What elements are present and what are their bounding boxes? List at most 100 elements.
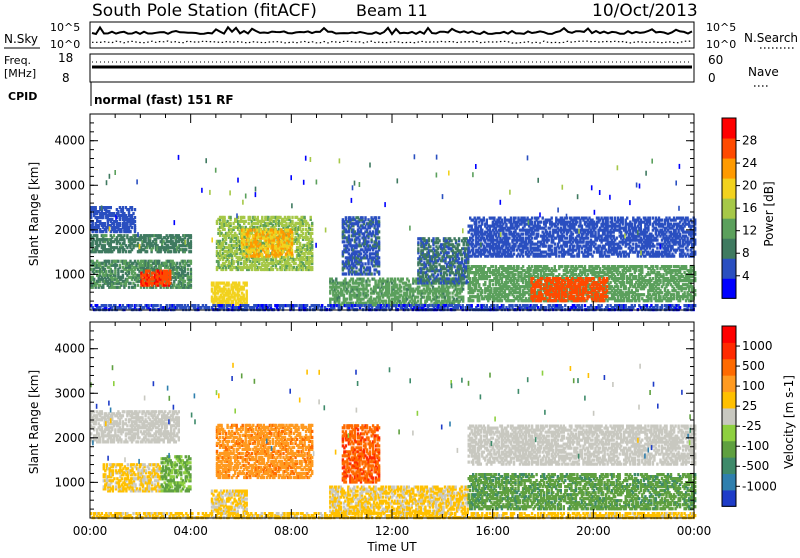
heatmap-cell: [96, 218, 99, 222]
heatmap-cell: [420, 259, 423, 263]
heatmap-cell: [506, 285, 510, 289]
heatmap-cell: [182, 285, 185, 289]
heatmap-cell: [385, 291, 388, 295]
heatmap-cell: [329, 297, 332, 301]
heatmap-cell: [188, 285, 191, 289]
heatmap-cell: [90, 277, 93, 281]
heatmap-cell: [260, 254, 263, 258]
heatmap-cell: [272, 230, 276, 234]
heatmap-cell: [526, 271, 529, 275]
heatmap-cell: [543, 289, 546, 293]
heatmap-cell: [410, 289, 413, 293]
heatmap-cell: [415, 279, 418, 283]
heatmap-cell: [344, 216, 348, 220]
heatmap-cell: [366, 299, 370, 303]
heatmap-cell: [354, 301, 358, 305]
heatmap-cell: [357, 283, 361, 287]
heatmap-cell: [120, 283, 123, 287]
heatmap-cell: [130, 220, 134, 224]
heatmap-cell: [450, 281, 453, 285]
heatmap-cell: [546, 297, 549, 301]
heatmap-cell: [494, 265, 498, 269]
heatmap-cell: [237, 225, 240, 229]
heatmap-cell: [117, 285, 120, 289]
heatmap-cell: [421, 289, 424, 293]
heatmap-cell: [355, 258, 358, 262]
heatmap-cell: [470, 291, 473, 295]
heatmap-cell: [164, 269, 167, 273]
heatmap-cell: [412, 277, 415, 281]
heatmap-cell: [362, 279, 365, 283]
heatmap-cell: [378, 301, 382, 305]
heatmap-cell: [235, 237, 238, 241]
heatmap-cell: [444, 261, 447, 265]
heatmap-cell: [493, 271, 496, 275]
heatmap-cell: [482, 273, 485, 277]
heatmap-cell: [91, 283, 94, 287]
heatmap-cell: [109, 285, 112, 289]
heatmap-cell: [386, 279, 389, 283]
heatmap-cell: [298, 235, 302, 239]
heatmap-cell: [248, 246, 251, 250]
heatmap-cell: [273, 219, 276, 223]
heatmap-cell: [224, 221, 228, 225]
heatmap-cell: [176, 234, 179, 238]
heatmap-cell: [241, 246, 244, 250]
heatmap-cell: [333, 285, 336, 289]
heatmap-cell: [433, 259, 437, 263]
heatmap-cell: [153, 259, 156, 263]
heatmap-cell: [264, 263, 267, 268]
heatmap-cell: [261, 267, 264, 272]
heatmap-cell: [374, 297, 377, 301]
heatmap-cell: [142, 234, 146, 238]
heatmap-cell: [294, 235, 297, 239]
heatmap-cell: [247, 250, 250, 254]
heatmap-cell: [253, 257, 256, 262]
heatmap-cell: [493, 287, 496, 291]
heatmap-cell: [218, 215, 222, 219]
heatmap-cell: [189, 267, 193, 271]
heatmap-cell: [343, 262, 346, 266]
heatmap-cell: [216, 283, 220, 287]
heatmap-cell: [497, 291, 501, 295]
heatmap-cell: [91, 230, 94, 234]
heatmap-cell: [245, 238, 248, 242]
heatmap-cell: [424, 301, 427, 305]
heatmap-cell: [156, 277, 160, 281]
heatmap-cell: [129, 218, 132, 222]
heatmap-cell: [484, 287, 487, 291]
heatmap-cell: [455, 287, 459, 291]
heatmap-cell: [523, 277, 526, 281]
heatmap-cell: [300, 215, 303, 219]
heatmap-cell: [457, 273, 461, 277]
heatmap-cell: [186, 244, 189, 248]
heatmap-cell: [420, 275, 423, 279]
heatmap-cell: [478, 267, 481, 271]
heatmap-cell: [258, 259, 261, 264]
heatmap-cell: [503, 295, 507, 299]
heatmap-cell: [94, 208, 97, 212]
heatmap-cell: [213, 289, 217, 293]
heatmap-cell: [180, 277, 183, 281]
heatmap-cell: [255, 257, 258, 262]
heatmap-cell: [244, 297, 247, 301]
heatmap-cell: [464, 281, 467, 285]
heatmap-cell: [148, 236, 152, 240]
heatmap-cell: [488, 297, 491, 301]
heatmap-cell: [362, 289, 365, 293]
heatmap-cell: [307, 257, 311, 262]
heatmap-cell: [350, 277, 353, 281]
heatmap-cell: [454, 273, 458, 277]
heatmap-cell: [347, 240, 351, 244]
heatmap-cell: [167, 259, 170, 263]
heatmap-cell: [457, 265, 461, 269]
heatmap-cell: [429, 255, 432, 259]
heatmap-cell: [374, 250, 378, 254]
heatmap-cell: [238, 257, 241, 262]
heatmap-cell: [275, 230, 279, 234]
heatmap-cell: [90, 267, 93, 271]
heatmap-cell: [229, 253, 232, 258]
heatmap-cell: [121, 273, 125, 277]
heatmap-cell: [144, 279, 147, 283]
heatmap-cell: [345, 281, 349, 285]
